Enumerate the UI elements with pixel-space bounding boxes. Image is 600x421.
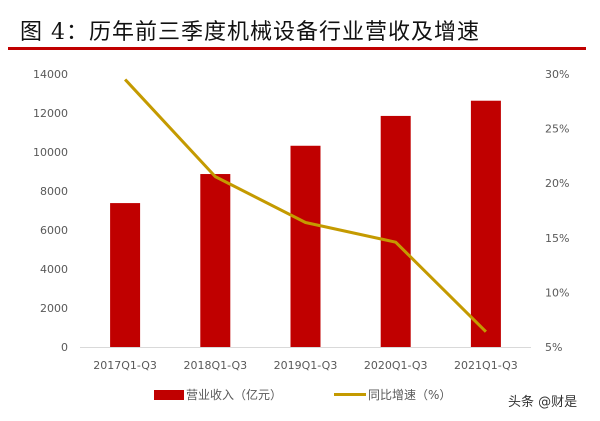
left-axis-tick: 6000 (40, 224, 68, 237)
x-axis-tick: 2018Q1-Q3 (183, 359, 247, 372)
title-divider (8, 47, 586, 50)
chart-title: 图 4：历年前三季度机械设备行业营收及增速 (20, 20, 480, 45)
bar-revenue (380, 115, 411, 347)
x-axis-tick: 2020Q1-Q3 (364, 359, 428, 372)
bar-revenue (110, 203, 141, 347)
left-axis-tick: 8000 (40, 185, 68, 198)
x-axis-tick: 2017Q1-Q3 (93, 359, 157, 372)
left-axis-tick: 4000 (40, 263, 68, 276)
legend: 营业收入（亿元） 同比增速（%） (154, 386, 451, 403)
right-axis-tick: 10% (545, 286, 569, 299)
bar-revenue (290, 145, 321, 347)
x-axis-tick: 2019Q1-Q3 (274, 359, 338, 372)
legend-swatch-growth (334, 393, 367, 396)
right-axis-tick: 15% (545, 232, 569, 245)
watermark: 头条 @财是 (508, 395, 578, 410)
right-axis-tick: 20% (545, 177, 569, 190)
right-axis-tick: 30% (545, 68, 569, 81)
left-axis-tick: 0 (61, 341, 68, 354)
bar-revenue (200, 174, 231, 347)
left-axis-tick: 10000 (33, 146, 68, 159)
x-axis-tick: 2021Q1-Q3 (454, 359, 518, 372)
right-axis-tick: 25% (545, 123, 569, 136)
legend-swatch-revenue (154, 389, 184, 400)
right-axis-tick: 5% (545, 341, 562, 354)
legend-label-revenue: 营业收入（亿元） (186, 388, 283, 402)
bar-revenue (470, 100, 501, 347)
left-axis-tick: 14000 (33, 68, 68, 81)
legend-label-growth: 同比增速（%） (368, 388, 452, 402)
left-axis-tick: 12000 (33, 107, 68, 120)
left-axis-tick: 2000 (40, 302, 68, 315)
